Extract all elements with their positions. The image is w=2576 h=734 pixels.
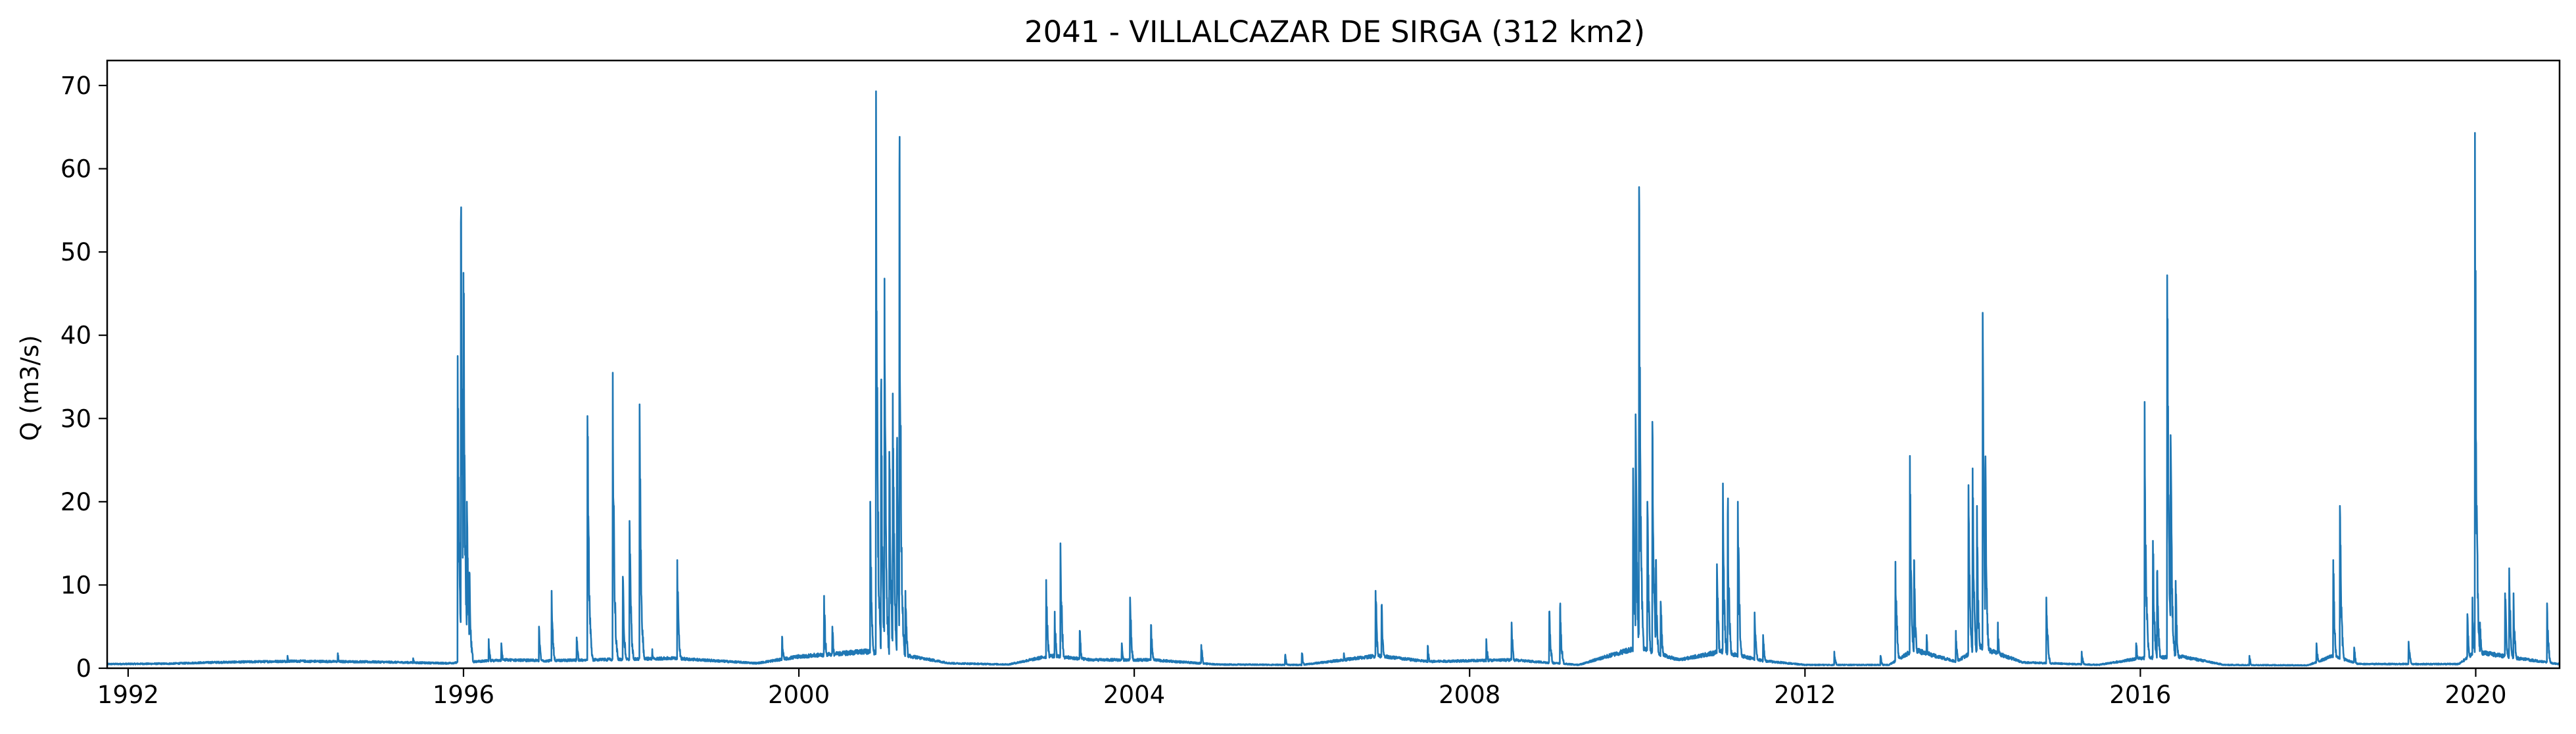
y-axis-title: Q (m3/s) (16, 335, 44, 441)
chart-title: 2041 - VILLALCAZAR DE SIRGA (312 km2) (1024, 14, 1645, 49)
y-tick-label: 70 (60, 72, 91, 100)
y-tick-label: 20 (60, 488, 91, 516)
plot-frame (106, 59, 2561, 670)
x-tick-label: 1992 (97, 681, 159, 709)
y-tick-label: 60 (60, 155, 91, 184)
x-tick-label: 2000 (768, 681, 830, 709)
x-tick-label: 2012 (1774, 681, 1836, 709)
y-tick-label: 30 (60, 404, 91, 433)
y-tick-label: 40 (60, 322, 91, 350)
x-tick-label: 2020 (2445, 681, 2506, 709)
y-tick-label: 0 (76, 654, 91, 683)
y-tick-label: 50 (60, 238, 91, 266)
y-tick-label: 10 (60, 571, 91, 599)
x-tick-label: 2004 (1103, 681, 1165, 709)
x-tick-label: 2016 (2109, 681, 2171, 709)
series-line-q (107, 90, 2560, 667)
x-tick-label: 1996 (433, 681, 494, 709)
plot-area: 1992 1996 2000 2004 2008 2012 2016 2020 0 10 20 30 4… (60, 59, 2561, 709)
x-tick-label: 2008 (1439, 681, 1500, 709)
